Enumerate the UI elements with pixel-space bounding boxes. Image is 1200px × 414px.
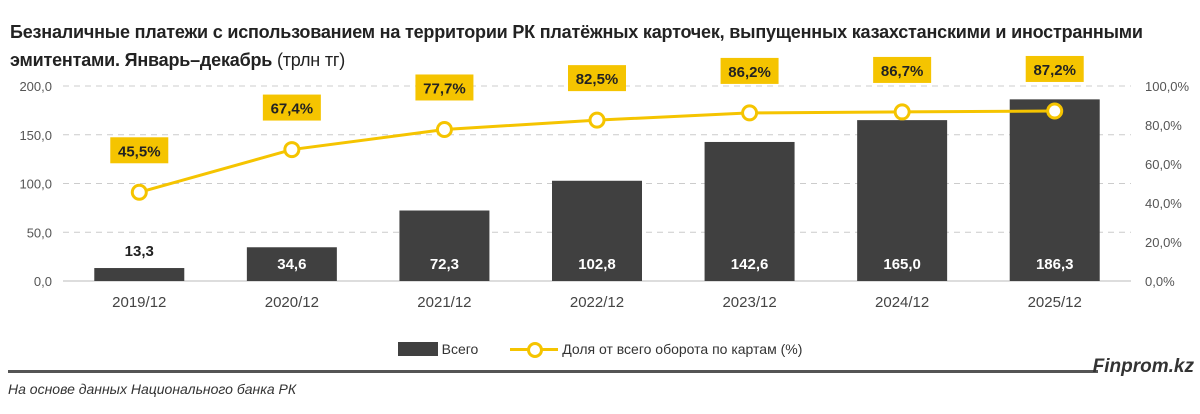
- line-value-label: 87,2%: [1033, 62, 1076, 79]
- bar: [1009, 99, 1100, 281]
- left-tick-label: 50,0: [27, 225, 52, 240]
- right-tick-label: 0,0%: [1145, 274, 1175, 289]
- line-marker: [588, 111, 606, 129]
- bar-value-label: 165,0: [883, 256, 921, 273]
- chart: 0,0 50,0 100,0 150,0 200,0 0,0% 20,0% 40,0% 60,0…: [19, 55, 1190, 311]
- bar: [94, 268, 185, 281]
- legend-line-label: Доля от всего оборота по картам (%): [562, 341, 803, 358]
- legend-bar-swatch: [397, 342, 438, 357]
- x-tick-label: 2023/12: [722, 294, 776, 311]
- x-tick-label: 2019/12: [112, 294, 166, 311]
- bar-value-label: 34,6: [277, 256, 306, 273]
- bar-value-label: 102,8: [578, 256, 616, 273]
- source-note: На основе данных Национального банка РК: [8, 381, 297, 397]
- line-value-label: 67,4%: [271, 101, 314, 118]
- line-marker: [1046, 102, 1064, 120]
- line-marker: [435, 120, 453, 138]
- legend: Всего Доля от всего оборота по картам (%…: [0, 340, 1200, 359]
- title-unit: (трлн тг): [276, 50, 346, 70]
- bar: [857, 120, 948, 281]
- line-label-box: [720, 57, 779, 84]
- line-value-label: 45,5%: [118, 143, 161, 160]
- line-marker: [893, 103, 911, 121]
- left-tick-label: 0,0: [34, 274, 52, 289]
- line-label-box: [568, 65, 626, 92]
- brand-logo: Finprom.kz: [1092, 356, 1194, 377]
- bar: [246, 247, 337, 281]
- x-tick-label: 2024/12: [875, 294, 929, 311]
- line-value-label: 86,2%: [728, 64, 771, 81]
- legend-bar-label: Всего: [441, 341, 479, 358]
- line-value-label: 86,7%: [881, 63, 924, 80]
- bar: [704, 141, 795, 281]
- left-tick-label: 200,0: [19, 79, 52, 94]
- right-tick-label: 40,0%: [1145, 196, 1182, 211]
- title-text: Безналичные платежи с использованием на …: [10, 22, 1143, 70]
- bar-value-label: 72,3: [430, 256, 459, 273]
- footer-divider: [8, 370, 1098, 373]
- right-tick-label: 80,0%: [1145, 118, 1182, 133]
- line-label-box: [873, 56, 932, 83]
- line-label-box: [262, 94, 321, 121]
- bar-value-label: 142,6: [731, 256, 769, 273]
- x-tick-label: 2020/12: [265, 294, 319, 311]
- right-tick-label: 60,0%: [1145, 157, 1182, 172]
- line-label-box: [1025, 55, 1084, 82]
- bar: [552, 180, 642, 281]
- x-tick-label: 2021/12: [417, 294, 471, 311]
- line-marker: [130, 183, 148, 201]
- x-tick-label: 2022/12: [570, 294, 624, 311]
- line-value-label: 82,5%: [576, 71, 619, 88]
- line-marker: [741, 104, 759, 122]
- bar: [399, 210, 490, 281]
- left-tick-label: 150,0: [19, 128, 52, 143]
- bar-value-label: 13,3: [125, 243, 154, 260]
- line-label-box: [415, 74, 474, 101]
- line-marker: [283, 141, 301, 159]
- right-tick-label: 20,0%: [1145, 235, 1182, 250]
- line-label-box: [110, 137, 169, 164]
- x-tick-label: 2025/12: [1028, 294, 1082, 311]
- chart-title: Безналичные платежи с использованием на …: [10, 18, 1200, 74]
- legend-line-swatch: [510, 341, 559, 359]
- right-tick-label: 100,0%: [1145, 79, 1190, 94]
- bar-value-label: 186,3: [1036, 256, 1074, 273]
- left-tick-label: 100,0: [19, 177, 52, 192]
- line-value-label: 77,7%: [423, 80, 466, 97]
